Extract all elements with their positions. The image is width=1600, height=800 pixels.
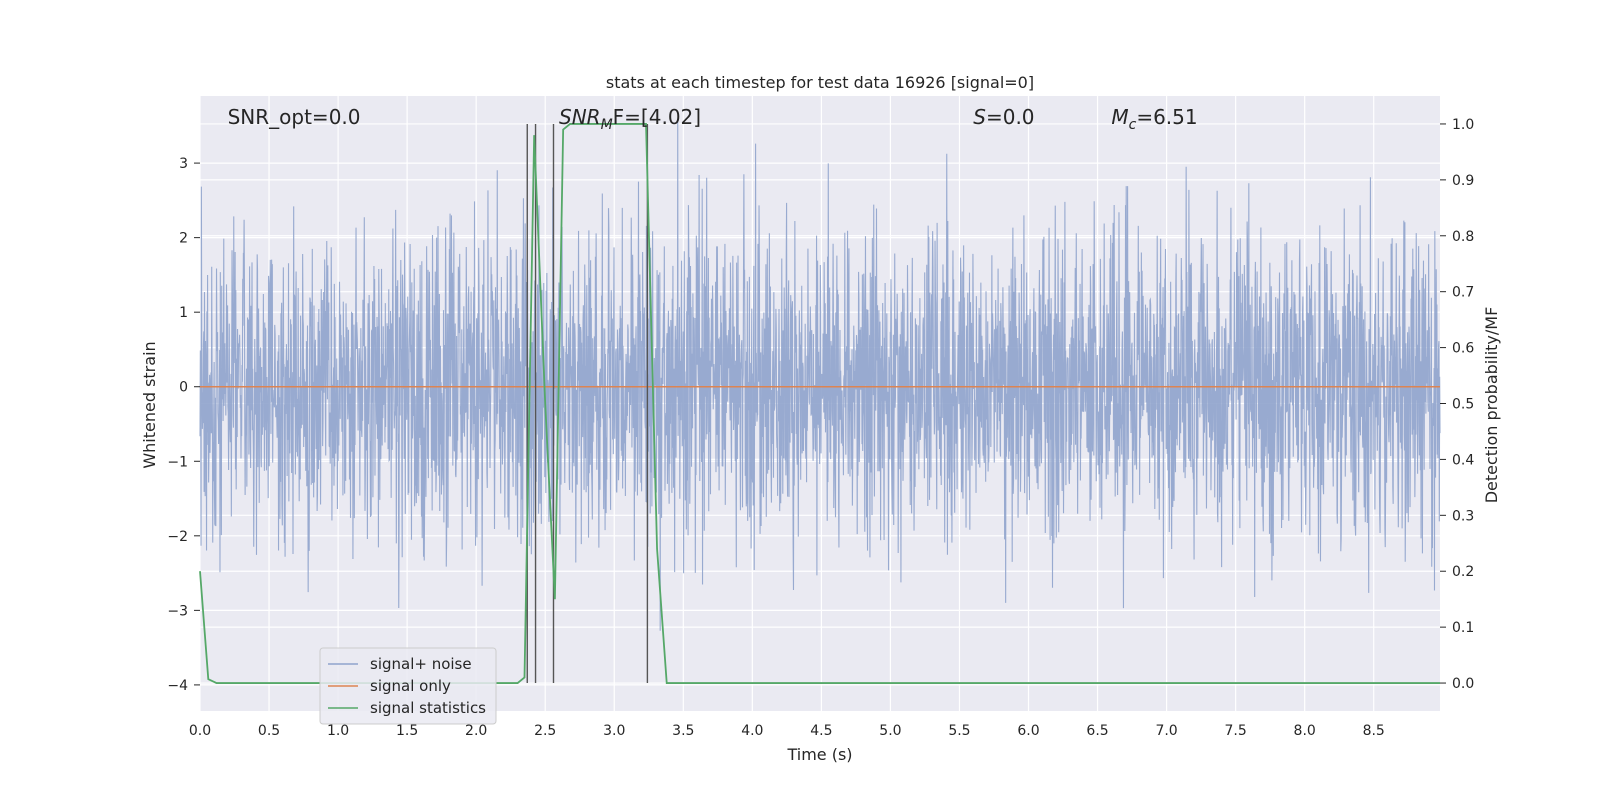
y-left-tick-label-7: −4 — [167, 678, 188, 694]
y-right-tick-label-6: 0.4 — [1452, 452, 1474, 468]
y-right-tick-label-2: 0.8 — [1452, 229, 1474, 245]
y-left-tick-label-2: 1 — [179, 305, 188, 321]
x-tick-label-12: 6.0 — [1017, 723, 1039, 739]
y-right-tick-label-7: 0.3 — [1452, 508, 1474, 524]
annotation-2: S=0.0 — [973, 105, 1034, 129]
x-tick-label-9: 4.5 — [810, 723, 832, 739]
signal-statistics-line — [199, 123, 1440, 684]
annotation-0: SNR_opt=0.0 — [228, 105, 361, 129]
legend-label-signal-only: signal only — [370, 677, 451, 695]
y-left-tick-label-5: −2 — [167, 529, 188, 545]
x-tick-label-16: 8.0 — [1294, 723, 1316, 739]
y-left-tick-label-4: −1 — [167, 454, 188, 470]
y-right-tick-label-0: 1.0 — [1452, 117, 1474, 133]
x-tick-label-3: 1.5 — [396, 723, 418, 739]
y-left-tick-label-1: 2 — [179, 231, 188, 247]
x-tick-label-14: 7.0 — [1155, 723, 1177, 739]
x-tick-label-5: 2.5 — [534, 723, 556, 739]
x-tick-label-11: 5.5 — [948, 723, 970, 739]
y-right-tick-label-9: 0.1 — [1452, 620, 1474, 636]
y-right-tick-label-5: 0.5 — [1452, 397, 1474, 413]
x-tick-label-2: 1.0 — [327, 723, 349, 739]
x-tick-label-7: 3.5 — [672, 723, 694, 739]
chart-title: stats at each timestep for test data 169… — [606, 73, 1034, 92]
x-tick-label-0: 0.0 — [189, 723, 211, 739]
x-tick-label-4: 2.0 — [465, 723, 487, 739]
x-tick-label-10: 5.0 — [879, 723, 901, 739]
y-axis-right-ticks: 1.0 0.9 0.8 0.7 0.6 0.5 0.4 0.3 0.2 0.1 0.0 — [1440, 117, 1474, 692]
vertical-markers — [526, 123, 649, 684]
y-axis-right-label: Detection probability/MF — [1482, 307, 1501, 504]
annotation-3: Mc=6.51 — [1111, 105, 1197, 133]
annotations: SNR_opt=0.0 SNRMF=[4.02] S=0.0 Mc=6.51 — [228, 105, 1198, 133]
x-axis-ticks: 0.0 0.5 1.0 1.5 2.0 2.5 3.0 3.5 4.0 4.5 5.0 5.5 6.0 6… — [189, 723, 1385, 739]
x-tick-label-1: 0.5 — [258, 723, 280, 739]
series-signal-noise — [199, 122, 1441, 631]
legend: signal+ noise signal only signal statist… — [319, 647, 497, 725]
legend-label-signal-noise: signal+ noise — [370, 655, 472, 673]
x-tick-label-15: 7.5 — [1225, 723, 1247, 739]
series-signal-statistics — [199, 123, 1440, 684]
annotation-1: SNRMF=[4.02] — [559, 105, 701, 133]
y-right-tick-label-8: 0.2 — [1452, 564, 1474, 580]
y-left-tick-label-6: −3 — [167, 603, 188, 619]
y-axis-left-label: Whitened strain — [140, 341, 159, 468]
x-tick-label-13: 6.5 — [1086, 723, 1108, 739]
x-tick-label-8: 4.0 — [741, 723, 763, 739]
y-axis-left-ticks: 3 2 1 0 −1 −2 −3 −4 — [167, 156, 200, 694]
x-tick-label-17: 8.5 — [1363, 723, 1385, 739]
legend-box — [319, 647, 497, 725]
y-right-tick-label-1: 0.9 — [1452, 173, 1474, 189]
x-axis-label: Time (s) — [786, 745, 852, 764]
y-left-tick-label-0: 3 — [179, 156, 188, 172]
y-left-tick-label-3: 0 — [179, 380, 188, 396]
y-right-tick-label-4: 0.6 — [1452, 341, 1474, 357]
x-tick-label-6: 3.0 — [603, 723, 625, 739]
noise-line — [199, 122, 1441, 631]
legend-label-signal-statistics: signal statistics — [370, 699, 486, 717]
y-right-tick-label-10: 0.0 — [1452, 676, 1474, 692]
y-right-tick-label-3: 0.7 — [1452, 285, 1474, 301]
